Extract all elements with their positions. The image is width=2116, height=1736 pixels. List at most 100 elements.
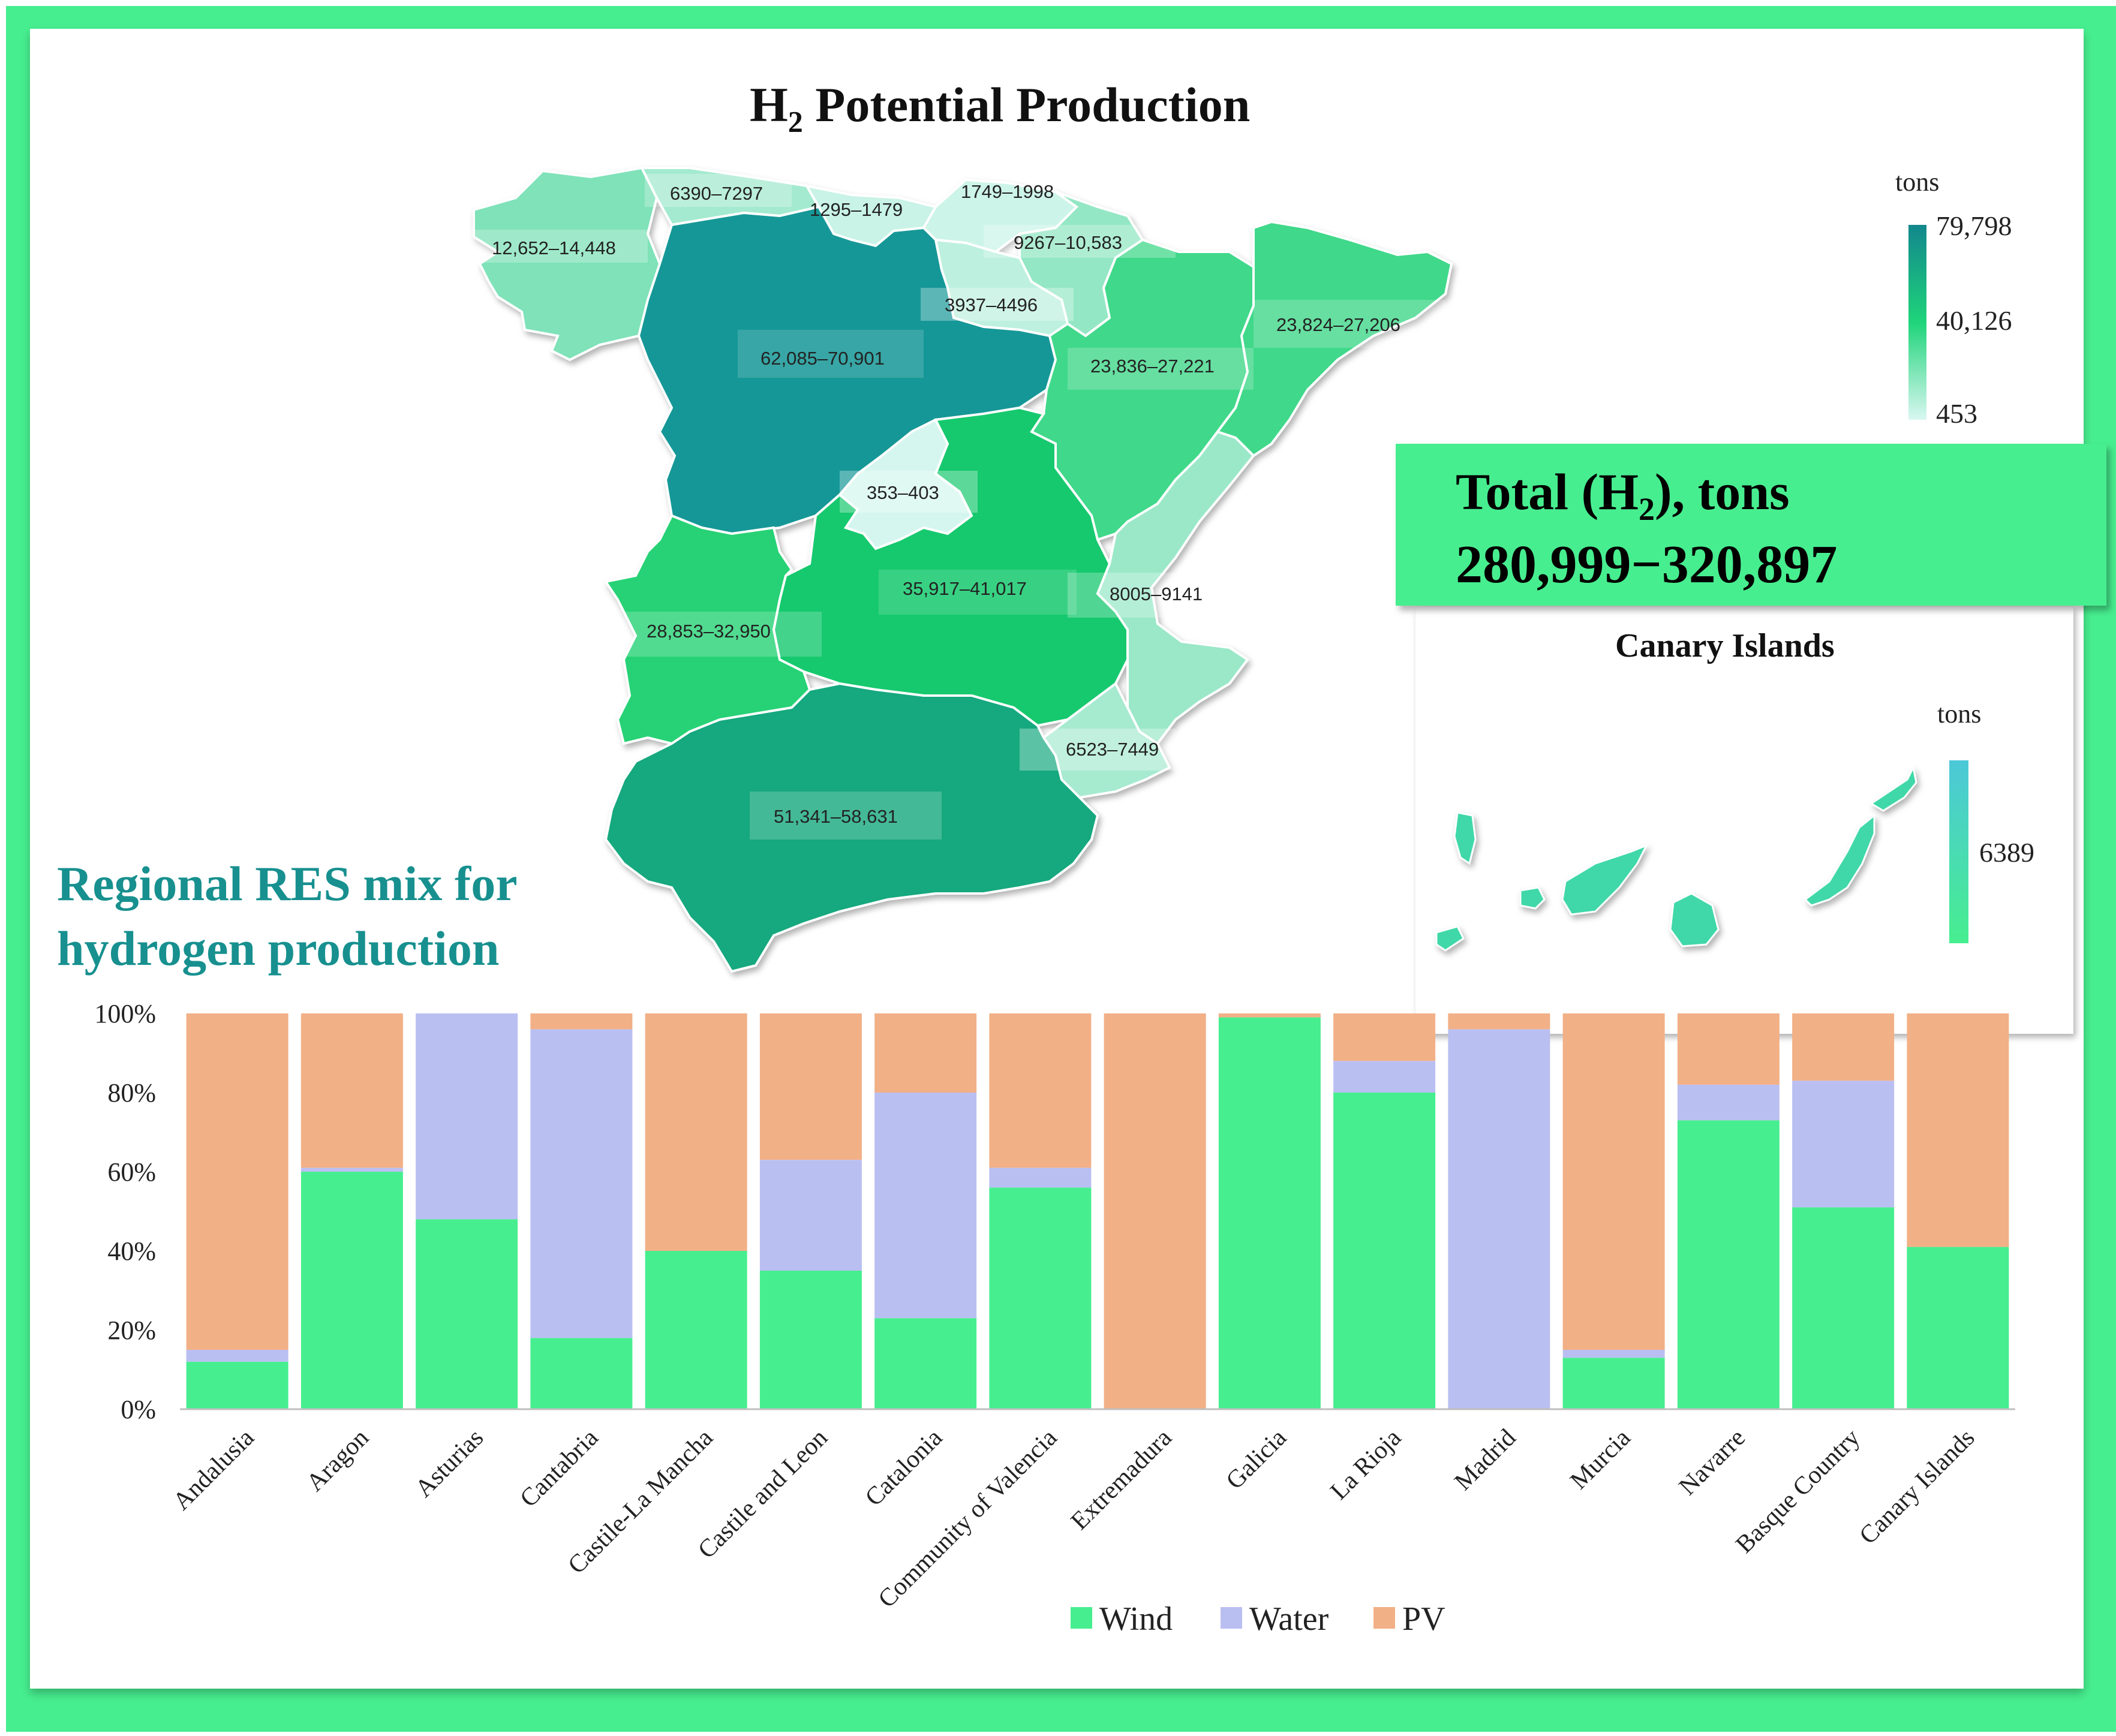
bar-wind-murcia [1562, 1358, 1665, 1409]
bar-pv-extremadura [1104, 1013, 1206, 1409]
x-tick-label: Murcia [1565, 1424, 1636, 1495]
y-tick-label: 0% [121, 1395, 156, 1424]
x-tick-label: Basque Country [1730, 1424, 1865, 1559]
bar-wind-aragon [300, 1172, 403, 1409]
total-label: Total (H2), tons [1456, 463, 1790, 528]
map-legend-max: 79,798 [1936, 210, 2012, 241]
x-tick-label: Canary Islands [1854, 1424, 1980, 1550]
bar-water-asturias [416, 1013, 518, 1220]
map-label-aragon: 23,836–27,221 [1090, 356, 1215, 377]
bar-pv-catalonia [874, 1013, 977, 1093]
bar-wind-asturias [416, 1219, 518, 1409]
map-label-navarre: 9267–10,583 [1014, 232, 1122, 253]
bar-water-basque-country [1792, 1081, 1895, 1208]
x-tick-label: Madrid [1449, 1424, 1521, 1496]
bar-water-navarre [1677, 1084, 1780, 1121]
island-el-hierro[interactable] [1435, 925, 1465, 952]
total-box: Total (H2), tons 280,999−320,897 [1396, 444, 2106, 606]
bar-water-cantabria [530, 1029, 633, 1338]
island-lanzarote[interactable] [1869, 765, 1917, 812]
bar-pv-madrid [1448, 1013, 1550, 1030]
map-legend-mid: 40,126 [1936, 305, 2012, 336]
map-label-extremadura: 28,853–32,950 [647, 621, 771, 642]
legend-swatch-pv [1373, 1607, 1395, 1629]
x-tick-label: Cantabria [515, 1424, 603, 1512]
bar-water-la-rioja [1333, 1061, 1436, 1093]
map-label-catalonia: 23,824–27,206 [1276, 314, 1400, 335]
legend-label-pv: PV [1402, 1600, 1445, 1638]
bar-water-catalonia [874, 1093, 977, 1319]
res-mix-title: Regional RES mix for hydrogen production [57, 852, 518, 981]
island-la-gomera[interactable] [1519, 886, 1546, 910]
bar-wind-catalonia [874, 1318, 977, 1409]
y-tick-label: 20% [107, 1316, 156, 1345]
res-mix-title-line2: hydrogen production [57, 921, 500, 976]
canary-islands-title: Canary Islands [1615, 627, 1835, 664]
bar-pv-castile-la-mancha [645, 1013, 747, 1251]
x-tick-label: Aragon [301, 1424, 374, 1497]
bar-wind-andalusia [186, 1361, 288, 1409]
bar-pv-galicia [1218, 1013, 1321, 1018]
bar-water-aragon [300, 1168, 403, 1172]
region-community-of-valencia[interactable] [1096, 430, 1255, 745]
canary-legend-unit: tons [1937, 699, 1982, 729]
y-tick-label: 80% [107, 1078, 156, 1108]
x-tick-label: Asturias [410, 1424, 489, 1503]
x-tick-label: Navarre [1674, 1424, 1751, 1501]
map-label-castile-and-leon: 62,085–70,901 [761, 348, 885, 369]
region-andalusia[interactable] [604, 682, 1099, 973]
bar-wind-community-of-valencia [989, 1187, 1092, 1409]
bar-pv-murcia [1562, 1013, 1665, 1350]
region-catalonia[interactable] [1215, 220, 1453, 458]
legend-swatch-wind [1071, 1607, 1092, 1629]
bar-wind-navarre [1677, 1120, 1780, 1409]
island-la-palma[interactable] [1453, 811, 1477, 865]
map-label-community-of-valencia: 8005–9141 [1110, 583, 1203, 604]
bar-pv-castile-and-leon [759, 1013, 862, 1160]
bar-pv-canary-islands [1907, 1013, 2009, 1247]
legend-swatch-water [1221, 1607, 1242, 1629]
map-label-andalusia: 51,341–58,631 [774, 806, 898, 827]
bar-wind-galicia [1218, 1017, 1321, 1409]
map-title: H2 Potential Production [750, 77, 1251, 139]
x-tick-label: La Rioja [1325, 1424, 1407, 1505]
island-gran-canaria[interactable] [1669, 892, 1720, 947]
bar-wind-basque-country [1792, 1207, 1895, 1409]
map-legend-unit: tons [1895, 167, 1940, 197]
canary-legend-colorbar [1949, 760, 1968, 943]
x-tick-label: Andalusia [168, 1424, 260, 1515]
bar-pv-community-of-valencia [989, 1013, 1092, 1168]
bar-pv-aragon [300, 1013, 403, 1168]
y-tick-label: 40% [107, 1236, 156, 1266]
island-fuerteventura[interactable] [1804, 813, 1875, 907]
x-tick-label: Galicia [1221, 1424, 1293, 1495]
legend-label-water: Water [1249, 1600, 1329, 1638]
canary-legend-value: 6389 [1979, 837, 2034, 868]
bar-water-murcia [1562, 1350, 1665, 1358]
region-galicia[interactable] [473, 166, 662, 362]
bar-pv-cantabria [530, 1013, 633, 1030]
bar-wind-cantabria [530, 1338, 633, 1409]
x-tick-label: Extremadura [1066, 1424, 1177, 1535]
map-label-cantabria: 1295–1479 [810, 199, 903, 220]
map-label-asturias: 6390–7297 [670, 183, 763, 204]
map-label-galicia: 12,652–14,448 [492, 237, 616, 258]
bar-pv-andalusia [186, 1013, 288, 1350]
map-legend-min: 453 [1936, 398, 1977, 429]
bar-water-community-of-valencia [989, 1168, 1092, 1188]
map-label-castile-la-mancha: 35,917–41,017 [903, 578, 1027, 599]
map-label-la-rioja: 3937–4496 [945, 294, 1038, 315]
bar-pv-la-rioja [1333, 1013, 1436, 1061]
map-label-basque-country: 1749–1998 [961, 181, 1054, 202]
bar-pv-navarre [1677, 1013, 1780, 1085]
y-tick-label: 100% [94, 999, 156, 1028]
map-legend-colorbar [1908, 225, 1926, 420]
x-tick-label: Catalonia [860, 1424, 948, 1512]
total-value: 280,999−320,897 [1456, 535, 1838, 594]
island-tenerife[interactable] [1561, 844, 1649, 916]
bar-water-andalusia [186, 1350, 288, 1362]
y-tick-label: 60% [107, 1157, 156, 1187]
